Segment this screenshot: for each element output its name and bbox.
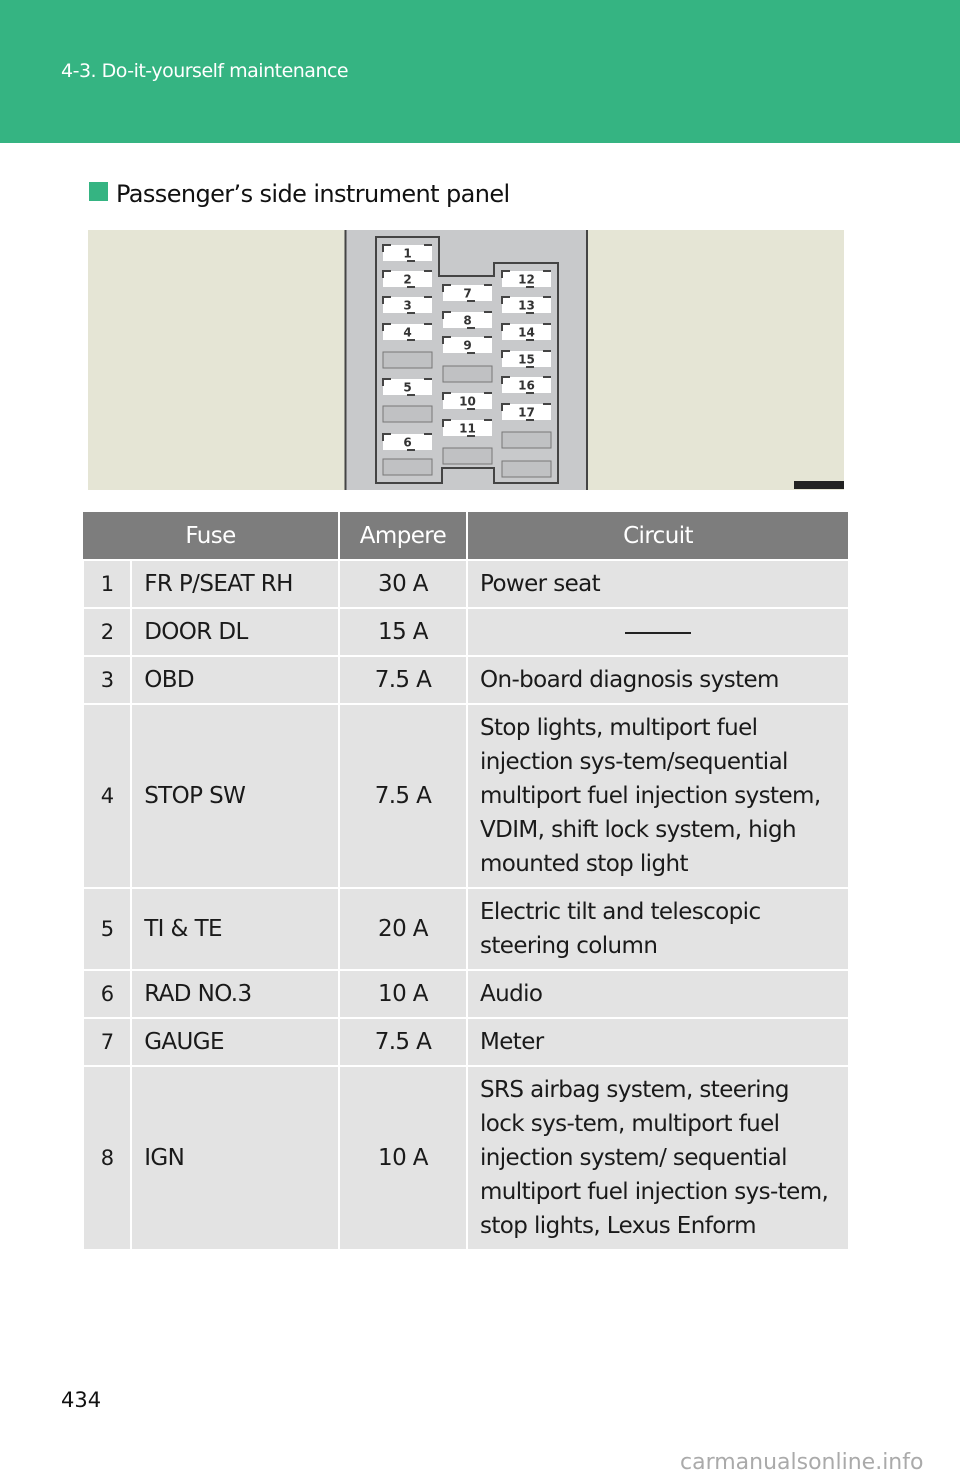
square-bullet-icon bbox=[89, 182, 108, 201]
fuse-number-cell: 5 bbox=[81, 887, 133, 971]
section-title: Passenger’s side instrument panel bbox=[89, 180, 510, 208]
fuse-slot bbox=[382, 378, 433, 396]
fuse-number-cell: 7 bbox=[81, 1017, 133, 1067]
fuse-slot bbox=[501, 376, 552, 394]
fuse-slot bbox=[501, 323, 552, 341]
fuse-slot bbox=[382, 270, 433, 288]
ampere-cell: 7.5 A bbox=[338, 703, 468, 889]
empty-fuse-slot bbox=[501, 431, 552, 449]
fuse-slot bbox=[442, 284, 493, 302]
fuse-number-cell: 1 bbox=[81, 559, 133, 609]
empty-fuse-slot bbox=[382, 405, 433, 423]
circuit-cell: On-board diagnosis system bbox=[466, 655, 850, 705]
table-row: 2 DOOR DL 15 A bbox=[81, 607, 850, 657]
fuse-slot bbox=[501, 270, 552, 288]
chapter-title: 4-3. Do-it-yourself maintenance bbox=[61, 60, 349, 82]
fuse-slot bbox=[501, 350, 552, 368]
fuse-slot bbox=[382, 433, 433, 451]
fuse-slot-label: 4 bbox=[403, 326, 411, 340]
ampere-cell: 7.5 A bbox=[338, 1017, 468, 1067]
fuse-slot-label: 13 bbox=[518, 299, 535, 313]
circuit-cell: Meter bbox=[466, 1017, 850, 1067]
fuse-slot bbox=[382, 323, 433, 341]
ampere-cell: 10 A bbox=[338, 969, 468, 1019]
fuse-slot-label: 3 bbox=[403, 299, 411, 313]
fuse-slot-label: 1 bbox=[403, 247, 411, 261]
fuse-slot-label: 12 bbox=[518, 273, 535, 287]
fuse-slot-label: 16 bbox=[518, 379, 535, 393]
fuse-name-cell: FR P/SEAT RH bbox=[130, 559, 340, 609]
fuse-slot-label: 6 bbox=[403, 436, 411, 450]
fuse-name-cell: IGN bbox=[130, 1065, 340, 1251]
table-row: 4 STOP SW 7.5 A Stop lights, multiport fu… bbox=[81, 703, 850, 889]
circuit-cell: SRS airbag system, steering lock sys-tem… bbox=[466, 1065, 850, 1251]
fuse-slot-label: 8 bbox=[463, 314, 471, 328]
fuse-slot bbox=[442, 311, 493, 329]
empty-fuse-slot bbox=[501, 460, 552, 478]
fuse-slot bbox=[442, 419, 493, 437]
empty-fuse-slot bbox=[382, 458, 433, 476]
circuit-cell: Power seat bbox=[466, 559, 850, 609]
ampere-cell: 15 A bbox=[338, 607, 468, 657]
page-number: 434 bbox=[61, 1388, 102, 1412]
fuse-slot-label: 11 bbox=[459, 422, 476, 436]
table-row: 8 IGN 10 A SRS airbag system, steering lo… bbox=[81, 1065, 850, 1251]
header-ampere: Ampere bbox=[339, 512, 468, 560]
fuse-slot-label: 7 bbox=[463, 287, 471, 301]
fuse-slot bbox=[501, 296, 552, 314]
circuit-cell: Electric tilt and telescopic steering co… bbox=[466, 887, 850, 971]
table-row: 7 GAUGE 7.5 A Meter bbox=[81, 1017, 850, 1067]
empty-fuse-slot bbox=[382, 351, 433, 369]
fuse-name-cell: OBD bbox=[130, 655, 340, 705]
circuit-cell bbox=[466, 607, 850, 657]
chapter-header: 4-3. Do-it-yourself maintenance bbox=[0, 0, 960, 143]
empty-fuse-slot bbox=[442, 365, 493, 383]
fuse-name-cell: DOOR DL bbox=[130, 607, 340, 657]
fuse-slot bbox=[501, 403, 552, 421]
fuse-number-cell: 8 bbox=[81, 1065, 133, 1251]
fuse-slot-label: 10 bbox=[459, 395, 476, 409]
fuse-number-cell: 6 bbox=[81, 969, 133, 1019]
section-title-text: Passenger’s side instrument panel bbox=[116, 180, 510, 208]
fuse-name-cell: GAUGE bbox=[130, 1017, 340, 1067]
circuit-cell: Stop lights, multiport fuel injection sy… bbox=[466, 703, 850, 889]
fuse-name-cell: RAD NO.3 bbox=[130, 969, 340, 1019]
image-code-label bbox=[794, 481, 844, 489]
ampere-cell: 30 A bbox=[338, 559, 468, 609]
fuse-slot bbox=[382, 244, 433, 262]
fuse-slot-label: 17 bbox=[518, 406, 535, 420]
table-row: 3 OBD 7.5 A On-board diagnosis system bbox=[81, 655, 850, 705]
table-row: 6 RAD NO.3 10 A Audio bbox=[81, 969, 850, 1019]
circuit-cell: Audio bbox=[466, 969, 850, 1019]
fuse-slot-label: 15 bbox=[518, 353, 535, 367]
ampere-cell: 7.5 A bbox=[338, 655, 468, 705]
fuse-slot bbox=[442, 336, 493, 354]
fuse-number-cell: 3 bbox=[81, 655, 133, 705]
header-circuit: Circuit bbox=[467, 512, 850, 560]
fuse-name-cell: TI & TE bbox=[130, 887, 340, 971]
table-row: 1 FR P/SEAT RH 30 A Power seat bbox=[81, 559, 850, 609]
empty-fuse-slot bbox=[442, 447, 493, 465]
fuse-name-cell: STOP SW bbox=[130, 703, 340, 889]
fuse-slot-label: 2 bbox=[403, 273, 411, 287]
fuse-number-cell: 2 bbox=[81, 607, 133, 657]
fuse-slot-label: 9 bbox=[463, 339, 471, 353]
fuse-slot bbox=[442, 392, 493, 410]
dash-mark bbox=[625, 631, 691, 634]
fuse-slot bbox=[382, 296, 433, 314]
ampere-cell: 20 A bbox=[338, 887, 468, 971]
header-fuse: Fuse bbox=[83, 512, 340, 560]
fuse-slot-label: 14 bbox=[518, 326, 535, 340]
table-row: 5 TI & TE 20 A Electric tilt and telescop… bbox=[81, 887, 850, 971]
fuse-block-outline bbox=[375, 236, 559, 484]
fuse-slot-label: 5 bbox=[403, 381, 411, 395]
ampere-cell: 10 A bbox=[338, 1065, 468, 1251]
watermark: carmanualsonline.info bbox=[680, 1450, 924, 1475]
fuse-number-cell: 4 bbox=[81, 703, 133, 889]
